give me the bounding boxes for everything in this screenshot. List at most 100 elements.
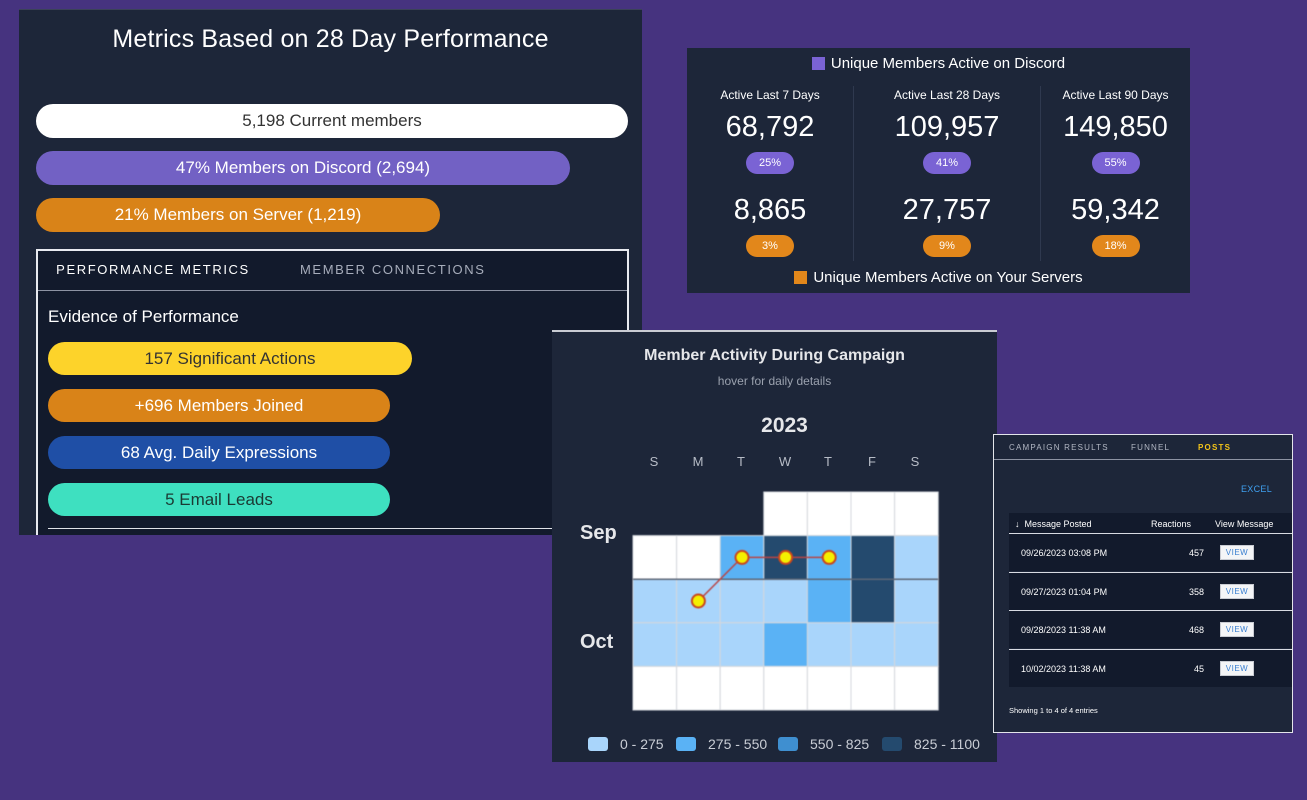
day-label: S (910, 454, 920, 469)
discord-legend-label: Unique Members Active on Discord (830, 55, 1066, 72)
legend-label: 550 - 825 (810, 736, 870, 752)
view-button[interactable]: VIEW (1220, 584, 1254, 599)
highlight-point[interactable] (690, 593, 706, 609)
calendar-day-cell[interactable] (719, 622, 765, 667)
server-active-value: 8,865 (733, 194, 807, 226)
active-tab-indicator (38, 287, 268, 290)
current-members-bar: 5,198 Current members (36, 104, 628, 138)
discord-legend: Unique Members Active on Discord (687, 55, 1190, 72)
calendar-day-cell[interactable] (850, 578, 896, 624)
server-active-value: 27,757 (902, 194, 992, 226)
tab-funnel[interactable]: FUNNEL (1131, 443, 1171, 452)
highlight-point[interactable] (778, 549, 794, 565)
calendar-day-cell[interactable] (632, 535, 678, 580)
calendar-day-cell[interactable] (894, 491, 939, 537)
servers-legend-swatch (794, 271, 808, 284)
table-row: 09/26/2023 03:08 PM 457 VIEW (1009, 533, 1292, 571)
column-reactions[interactable]: Reactions (1151, 519, 1192, 529)
calendar-day-cell[interactable] (632, 665, 678, 711)
calendar-day-cell[interactable] (806, 622, 852, 667)
calendar-day-cell[interactable] (806, 665, 852, 711)
stat-header: Active Last 7 Days (720, 88, 820, 102)
calendar-day-cell[interactable] (632, 622, 678, 667)
month-label-sep: Sep (580, 522, 617, 544)
day-label: T (824, 454, 832, 469)
table-row: 09/28/2023 11:38 AM 468 VIEW (1009, 610, 1292, 648)
tab-campaign-results[interactable]: CAMPAIGN RESULTS (1009, 443, 1109, 452)
calendar-day-cell[interactable] (676, 535, 721, 580)
tab-performance-metrics[interactable]: PERFORMANCE METRICS (56, 262, 250, 277)
calendar-day-cell[interactable] (763, 491, 808, 537)
calendar-year: 2023 (761, 414, 808, 437)
stat-header: Active Last 90 Days (1062, 88, 1169, 102)
view-button[interactable]: VIEW (1220, 622, 1254, 637)
calendar-day-cell[interactable] (894, 665, 939, 711)
trend-line (697, 556, 830, 602)
calendar-day-cell[interactable] (763, 578, 808, 624)
calendar-day-cell[interactable] (894, 578, 939, 624)
metrics-tabs-container: PERFORMANCE METRICS MEMBER CONNECTIONS E… (36, 249, 629, 535)
calendar-day-cell[interactable] (632, 578, 678, 624)
calendar-day-cell[interactable] (763, 622, 808, 667)
legend-label: 825 - 1100 (914, 736, 980, 752)
day-label: W (778, 454, 792, 469)
legend-swatch (588, 737, 608, 751)
calendar-title: Member Activity During Campaign (644, 347, 905, 364)
calendar-day-cell[interactable] (894, 622, 939, 667)
calendar-day-cell[interactable] (763, 665, 808, 711)
calendar-day-cell[interactable] (850, 491, 896, 537)
evidence-title: Evidence of Performance (48, 307, 239, 326)
calendar-day-cell[interactable] (806, 578, 852, 624)
post-date: 09/27/2023 01:04 PM (1021, 587, 1108, 597)
post-date: 09/26/2023 03:08 PM (1021, 548, 1108, 558)
view-button[interactable]: VIEW (1220, 661, 1254, 676)
calendar-day-cell[interactable] (894, 535, 939, 580)
table-footer: Showing 1 to 4 of 4 entries (1009, 706, 1098, 715)
legend-label: 0 - 275 (620, 736, 664, 752)
highlight-point[interactable] (734, 549, 750, 565)
servers-legend-label: Unique Members Active on Your Servers (813, 269, 1083, 286)
metrics-tab-row: PERFORMANCE METRICS MEMBER CONNECTIONS (38, 251, 627, 291)
posts-tab-row: CAMPAIGN RESULTS FUNNEL POSTS (994, 435, 1292, 460)
calendar-day-cell[interactable] (850, 622, 896, 667)
calendar-day-cell[interactable] (806, 491, 852, 537)
excel-export-link[interactable]: EXCEL (1240, 484, 1272, 494)
activity-calendar-panel: Member Activity During Campaign hover fo… (552, 330, 997, 762)
discord-active-value: 68,792 (725, 111, 815, 143)
post-reactions: 457 (1188, 548, 1204, 558)
calendar-day-cell[interactable] (719, 578, 765, 624)
discord-members-bar: 47% Members on Discord (2,694) (36, 151, 570, 185)
divider (48, 528, 608, 529)
stat-header: Active Last 28 Days (893, 88, 1001, 102)
stat-column-28-days: Active Last 28 Days 109,957 41% 27,757 9… (853, 86, 1040, 261)
server-percent-badge: 18% (1091, 235, 1140, 257)
column-label: Message Posted (1024, 519, 1092, 529)
tab-member-connections[interactable]: MEMBER CONNECTIONS (300, 262, 486, 277)
significant-actions-pill: 157 Significant Actions (48, 342, 412, 375)
stat-column-90-days: Active Last 90 Days 149,850 55% 59,342 1… (1040, 86, 1190, 261)
legend-item-3: 825 - 1100 (882, 736, 980, 752)
column-message-posted[interactable]: ↓ Message Posted (1015, 519, 1092, 529)
discord-legend-swatch (811, 57, 825, 70)
calendar-day-cell[interactable] (676, 665, 721, 711)
calendar-day-cell[interactable] (850, 665, 896, 711)
server-percent-badge: 3% (746, 235, 794, 257)
post-date: 09/28/2023 11:38 AM (1021, 625, 1106, 635)
day-label: T (737, 454, 745, 469)
table-row: 09/27/2023 01:04 PM 358 VIEW (1009, 572, 1292, 610)
metrics-title: Metrics Based on 28 Day Performance (112, 25, 549, 53)
legend-item-2: 550 - 825 (778, 736, 869, 752)
discord-percent-badge: 25% (746, 152, 794, 174)
servers-legend: Unique Members Active on Your Servers (687, 269, 1190, 286)
calendar-day-cell[interactable] (676, 622, 721, 667)
tab-posts[interactable]: POSTS (1198, 443, 1232, 452)
legend-label: 275 - 550 (708, 736, 768, 752)
members-joined-pill: +696 Members Joined (48, 389, 390, 422)
posts-table-header: ↓ Message Posted Reactions View Message (1009, 513, 1292, 533)
calendar-day-cell[interactable] (719, 665, 765, 711)
server-active-value: 59,342 (1071, 194, 1160, 226)
view-button[interactable]: VIEW (1220, 545, 1254, 560)
day-label: F (868, 454, 876, 469)
calendar-day-cell[interactable] (850, 535, 896, 580)
highlight-point[interactable] (821, 549, 837, 565)
